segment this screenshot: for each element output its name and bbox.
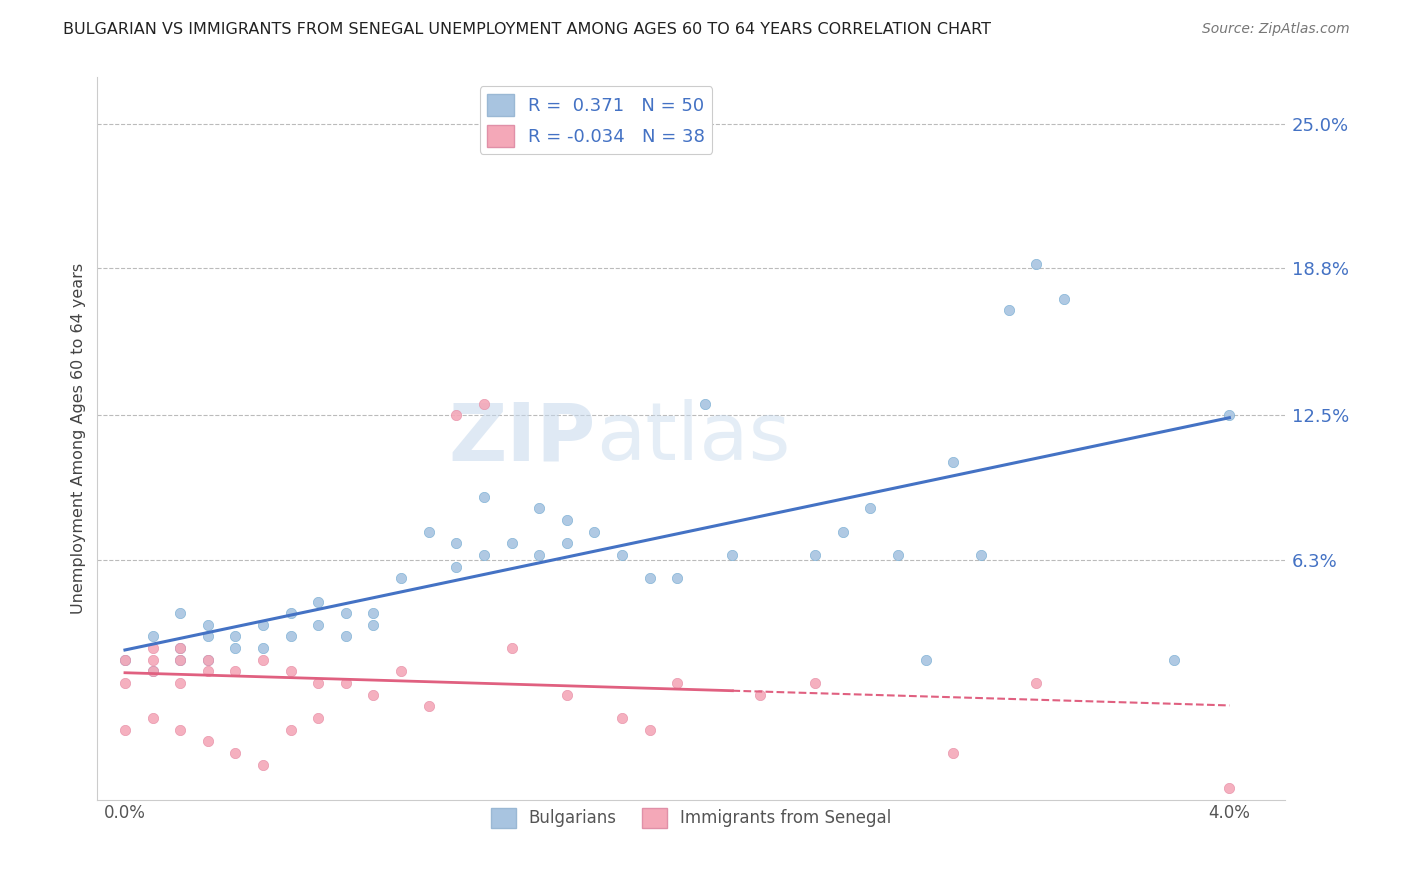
Point [1218, 780, 1240, 795]
Point [224, 746, 246, 760]
Point [997, 303, 1019, 318]
Point [280, 606, 302, 620]
Text: BULGARIAN VS IMMIGRANTS FROM SENEGAL UNEMPLOYMENT AMONG AGES 60 TO 64 YEARS CORR: BULGARIAN VS IMMIGRANTS FROM SENEGAL UNE… [63, 22, 991, 37]
Point [307, 594, 329, 608]
Point [555, 513, 578, 527]
Point [472, 396, 495, 410]
Point [363, 617, 385, 632]
Point [224, 665, 246, 679]
Point [887, 548, 910, 562]
Point [197, 734, 219, 748]
Point [418, 699, 440, 714]
Text: atlas: atlas [596, 400, 790, 477]
Point [197, 665, 219, 679]
Text: Source: ZipAtlas.com: Source: ZipAtlas.com [1202, 22, 1350, 37]
Point [446, 536, 468, 550]
Point [307, 617, 329, 632]
Point [197, 630, 219, 644]
Y-axis label: Unemployment Among Ages 60 to 64 years: Unemployment Among Ages 60 to 64 years [72, 263, 86, 614]
Point [142, 711, 165, 725]
Point [169, 653, 191, 667]
Point [389, 571, 412, 585]
Point [224, 641, 246, 656]
Point [1163, 653, 1185, 667]
Point [446, 559, 468, 574]
Point [527, 548, 550, 562]
Point [583, 524, 606, 539]
Point [666, 571, 689, 585]
Point [335, 676, 357, 690]
Point [1025, 676, 1047, 690]
Point [169, 676, 191, 690]
Point [280, 630, 302, 644]
Point [363, 688, 385, 702]
Point [280, 723, 302, 737]
Point [610, 711, 633, 725]
Point [389, 665, 412, 679]
Point [224, 630, 246, 644]
Point [721, 548, 744, 562]
Point [142, 641, 165, 656]
Point [307, 711, 329, 725]
Point [335, 606, 357, 620]
Point [1218, 408, 1240, 422]
Point [335, 630, 357, 644]
Point [472, 548, 495, 562]
Point [252, 617, 274, 632]
Point [114, 653, 136, 667]
Point [970, 548, 993, 562]
Point [169, 641, 191, 656]
Point [142, 653, 165, 667]
Point [142, 665, 165, 679]
Point [114, 723, 136, 737]
Point [252, 757, 274, 772]
Point [804, 676, 827, 690]
Point [749, 688, 772, 702]
Point [527, 501, 550, 516]
Point [1025, 257, 1047, 271]
Point [169, 723, 191, 737]
Point [1053, 292, 1076, 306]
Point [142, 630, 165, 644]
Point [638, 571, 661, 585]
Point [942, 455, 965, 469]
Point [363, 606, 385, 620]
Point [307, 676, 329, 690]
Point [942, 746, 965, 760]
Point [252, 641, 274, 656]
Point [252, 653, 274, 667]
Point [555, 688, 578, 702]
Point [169, 653, 191, 667]
Point [693, 396, 716, 410]
Point [859, 501, 882, 516]
Point [169, 641, 191, 656]
Point [446, 408, 468, 422]
Point [610, 548, 633, 562]
Point [142, 665, 165, 679]
Point [914, 653, 936, 667]
Legend: Bulgarians, Immigrants from Senegal: Bulgarians, Immigrants from Senegal [484, 801, 898, 835]
Point [831, 524, 853, 539]
Point [197, 617, 219, 632]
Point [418, 524, 440, 539]
Point [666, 676, 689, 690]
Point [472, 490, 495, 504]
Point [114, 676, 136, 690]
Point [555, 536, 578, 550]
Point [804, 548, 827, 562]
Point [638, 723, 661, 737]
Point [501, 641, 523, 656]
Point [114, 653, 136, 667]
Point [169, 606, 191, 620]
Point [501, 536, 523, 550]
Point [197, 653, 219, 667]
Point [197, 653, 219, 667]
Point [280, 665, 302, 679]
Text: ZIP: ZIP [449, 400, 596, 477]
